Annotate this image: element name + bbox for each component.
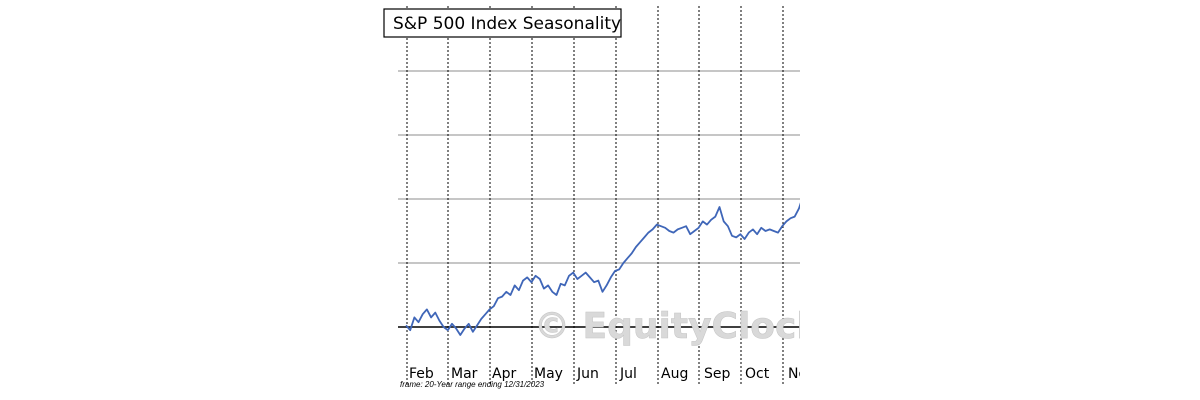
x-axis-tick-labels: Feb Mar Apr May Jun Jul Aug Sep Oct No: [409, 366, 807, 382]
x-tick-label-may: May: [534, 366, 563, 382]
x-tick-label-apr: Apr: [492, 366, 516, 382]
chart-panel: [398, 0, 800, 400]
x-tick-label-jun: Jun: [576, 366, 599, 382]
month-gridlines: [406, 6, 784, 385]
x-tick-label-nov: No: [788, 366, 807, 382]
x-tick-label-feb: Feb: [409, 366, 434, 382]
footnote-group: frame: 20-Year range ending 12/31/2023: [400, 380, 545, 389]
x-tick-label-oct: Oct: [745, 366, 770, 382]
title-frame: [383, 8, 622, 38]
series-line-1: [405, 202, 800, 336]
series-layer: [405, 202, 800, 336]
watermark-text: © EquityClock.com: [534, 306, 918, 347]
watermark: © EquityClock.com: [534, 306, 918, 348]
x-tick-label-aug: Aug: [661, 366, 688, 382]
x-tick-label-jul: Jul: [619, 366, 637, 382]
footnote: frame: 20-Year range ending 12/31/2023: [400, 380, 545, 389]
x-tick-label-mar: Mar: [451, 366, 478, 382]
chart-title: S&P 500 Index Seasonality: [393, 14, 621, 34]
x-tick-label-sep: Sep: [704, 366, 731, 382]
chart-title-box: S&P 500 Index Seasonality: [383, 8, 622, 38]
horizontal-gridlines: [398, 70, 800, 264]
